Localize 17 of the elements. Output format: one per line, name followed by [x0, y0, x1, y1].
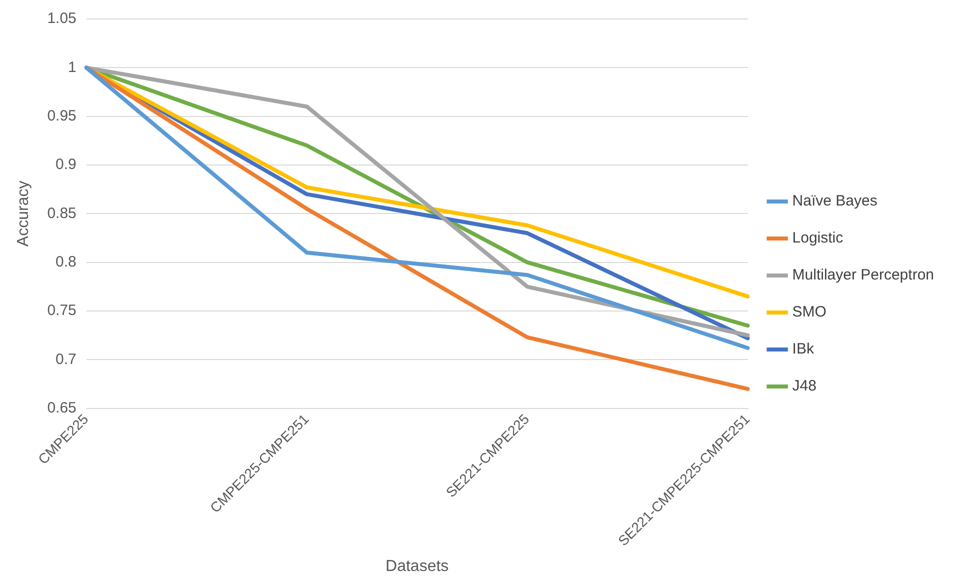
x-axis-title: Datasets — [386, 558, 449, 575]
y-axis-title: Accuracy — [15, 180, 32, 247]
legend-label: Multilayer Perceptron — [792, 266, 934, 284]
y-tick-label: 0.85 — [47, 204, 76, 222]
y-tick-label: 0.75 — [47, 302, 76, 320]
legend-label: J48 — [792, 378, 816, 395]
legend-label: Logistic — [792, 230, 844, 247]
legend-label: IBk — [792, 340, 814, 358]
y-tick-label: 1.05 — [47, 10, 76, 28]
y-tick-label: 1 — [68, 58, 76, 76]
y-tick-label: 0.95 — [47, 107, 76, 124]
y-tick-label: 0.7 — [56, 350, 76, 368]
legend-label: Naïve Bayes — [792, 192, 878, 210]
legend-label: SMO — [792, 304, 826, 321]
y-tick-label: 0.8 — [56, 253, 76, 270]
y-tick-label: 0.9 — [56, 156, 76, 174]
y-tick-label: 0.65 — [47, 400, 76, 417]
